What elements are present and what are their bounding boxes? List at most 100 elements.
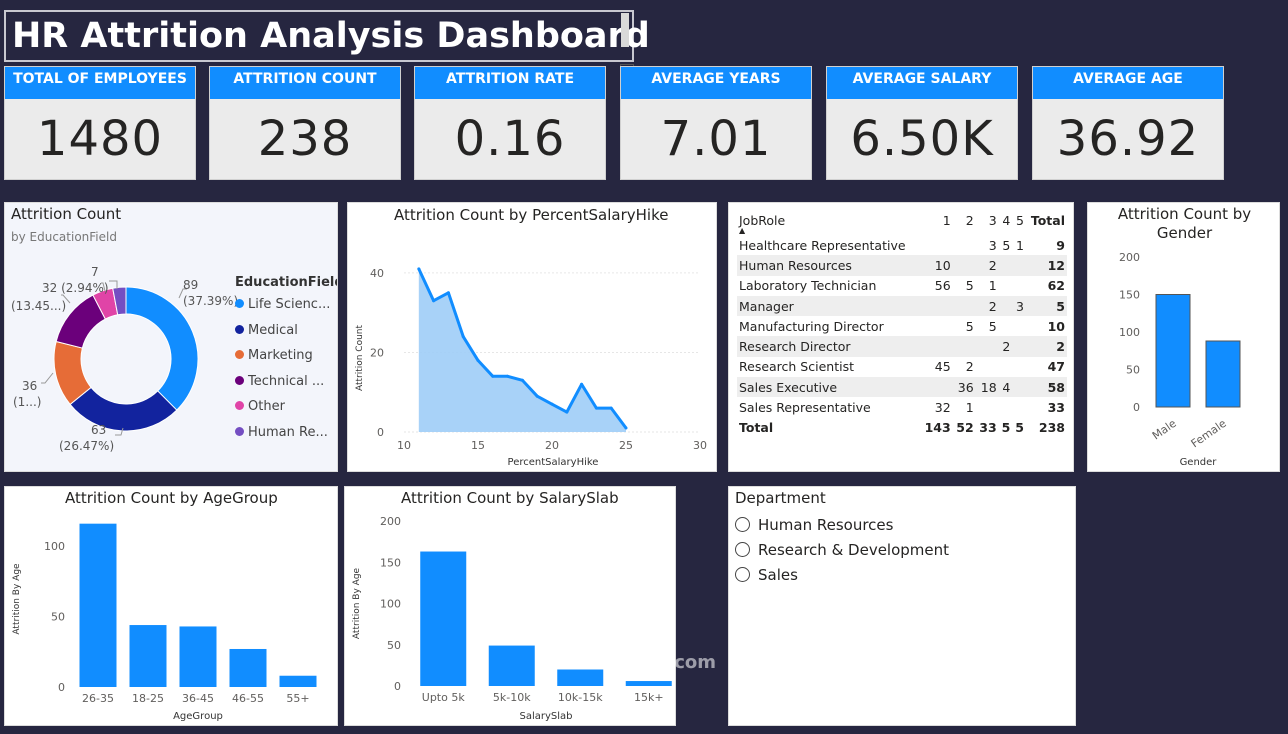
y-tick-label: 100: [380, 598, 401, 611]
y-tick-label: 150: [380, 556, 401, 569]
data-point: [594, 406, 598, 410]
legend-label: Human Re...: [248, 425, 328, 440]
area-chart-panel[interactable]: Attrition Count by PercentSalaryHike 0 20…: [347, 202, 717, 472]
bar-male: [1155, 294, 1191, 408]
table-cell: 62: [1047, 278, 1065, 294]
table-cell: [976, 397, 999, 417]
table-row[interactable]: Research Scientist 45 2 47: [737, 357, 1067, 377]
x-axis-label: Gender: [1180, 457, 1218, 468]
legend-item-human-resources[interactable]: Human Re...: [235, 425, 328, 440]
area-fill: [418, 268, 626, 432]
legend-item-other[interactable]: Other: [235, 399, 285, 414]
jobrole-matrix-panel[interactable]: JobRole ▲ 1 2 3 4 5 Total Healthcare Representat…: [728, 202, 1074, 472]
table-cell: 56: [934, 278, 951, 294]
legend-item-technical[interactable]: Technical ...: [235, 374, 324, 389]
kpi-total-employees: TOTAL OF EMPLOYEES 1480: [4, 66, 196, 180]
table-cell: [976, 357, 999, 377]
table-cell: [999, 357, 1013, 377]
slice-label-medical-pct: (26.47%): [59, 439, 115, 453]
slicer-option-research-development[interactable]: Research & Development: [735, 541, 949, 559]
table-cell: Total: [739, 420, 774, 436]
radio-button[interactable]: [735, 517, 750, 532]
table-cell: 33: [1047, 400, 1065, 416]
slicer-title: Department: [735, 489, 826, 507]
slicer-option-human-resources[interactable]: Human Resources: [735, 516, 893, 534]
table-cell: 5: [965, 318, 974, 334]
table-cell: [1012, 276, 1026, 296]
table-cell: 1: [1015, 237, 1024, 253]
bar-upto-5k: [420, 551, 467, 686]
table-cell: 18: [975, 377, 999, 398]
table-row[interactable]: Manufacturing Director 5 5 10: [737, 316, 1067, 336]
kpi-value: 7.01: [660, 111, 772, 167]
gender-chart-panel[interactable]: Attrition Count by Gender 0 50 100 150 200 Ma…: [1087, 202, 1280, 472]
legend-dot: [235, 325, 244, 334]
table-header-row: JobRole ▲ 1 2 3 4 5 Total: [737, 209, 1067, 235]
bar-36-45: [179, 626, 217, 687]
data-point: [624, 426, 628, 430]
title-box: [4, 10, 634, 62]
table-cell: 32: [934, 400, 951, 416]
column-header: 1: [942, 213, 951, 228]
table-cell: 5: [1001, 420, 1011, 436]
table-row[interactable]: Research Director 2 2: [737, 336, 1067, 357]
table-cell: 1: [988, 278, 997, 294]
table-cell: [1012, 255, 1026, 276]
gender-bar-chart: 0 50 100 150 200 Male Female Gender: [1119, 251, 1241, 468]
table-row[interactable]: Sales Executive 36 18 4 58: [737, 377, 1067, 398]
legend-dot: [235, 401, 244, 410]
salaryslab-chart-panel[interactable]: Attrition Count by SalarySlab 0 50 100 150 2…: [344, 486, 676, 726]
y-tick-label: 50: [387, 639, 401, 652]
page-title: HR Attrition Analysis Dashboard: [12, 16, 650, 56]
y-tick-label: 100: [44, 540, 65, 553]
y-tick-label: 0: [1133, 401, 1140, 414]
radio-button[interactable]: [735, 567, 750, 582]
text-cursor: [621, 13, 629, 47]
column-header[interactable]: JobRole ▲: [739, 213, 786, 235]
table-cell: [975, 336, 999, 357]
kpi-average-salary: AVERAGE SALARY 6.50K: [826, 66, 1018, 180]
table-row[interactable]: Healthcare Representative 3 5 1 9: [737, 235, 1067, 255]
table-row[interactable]: Sales Representative 32 1 33: [737, 397, 1067, 417]
slicer-option-sales[interactable]: Sales: [735, 566, 798, 584]
legend-dot: [235, 350, 244, 359]
table-row[interactable]: Manager 2 3 5: [737, 295, 1067, 317]
legend-dot: [235, 376, 244, 385]
legend-item-life-sciences[interactable]: Life Scienc...: [235, 297, 330, 312]
donut-chart-panel[interactable]: Attrition Count by EducationField 89 (37…: [4, 202, 338, 472]
table-cell: 12: [1025, 255, 1067, 276]
legend-label: Technical ...: [248, 374, 325, 389]
column-header: Total: [1030, 213, 1065, 228]
legend-dot: [235, 299, 244, 308]
table-cell: [920, 336, 953, 357]
table-cell: [998, 255, 1013, 276]
table-cell: Manager: [737, 295, 921, 317]
table-cell: [920, 295, 953, 317]
kpi-label: AVERAGE SALARY: [827, 67, 1017, 99]
table-cell: [1012, 357, 1026, 377]
table-cell: Research Scientist: [739, 359, 854, 375]
x-tick-label: 36-45: [182, 692, 214, 705]
table-cell: 10: [1047, 318, 1065, 334]
table-cell: [952, 295, 976, 317]
agegroup-chart-panel[interactable]: Attrition Count by AgeGroup 0 50 100 26-35 1…: [4, 486, 338, 726]
y-tick-label: 0: [58, 681, 65, 694]
legend-item-marketing[interactable]: Marketing: [235, 348, 313, 363]
kpi-label: AVERAGE YEARS: [621, 67, 811, 99]
agegroup-bar-chart: 0 50 100 26-35 18-25 36-45 46-55 55+ AgeGroup Att…: [12, 523, 317, 722]
radio-button[interactable]: [735, 542, 750, 557]
data-point: [565, 410, 569, 414]
table-row[interactable]: Laboratory Technician 56 5 1 62: [737, 276, 1067, 296]
legend-item-medical[interactable]: Medical: [235, 323, 298, 338]
bar-46-55: [229, 648, 267, 687]
kpi-value: 36.92: [1056, 111, 1200, 167]
bar-15k-: [625, 681, 672, 686]
table-cell: [1012, 397, 1026, 417]
data-point: [550, 402, 554, 406]
table-cell: Sales Representative: [739, 400, 871, 416]
slice-label-hr-value: 7: [91, 265, 99, 279]
table-cell: 2: [975, 255, 999, 276]
table-cell: 3: [1012, 295, 1026, 317]
department-slicer[interactable]: Department Human Resources Research & De…: [728, 486, 1076, 726]
table-row[interactable]: Human Resources 10 2 12: [737, 255, 1067, 276]
